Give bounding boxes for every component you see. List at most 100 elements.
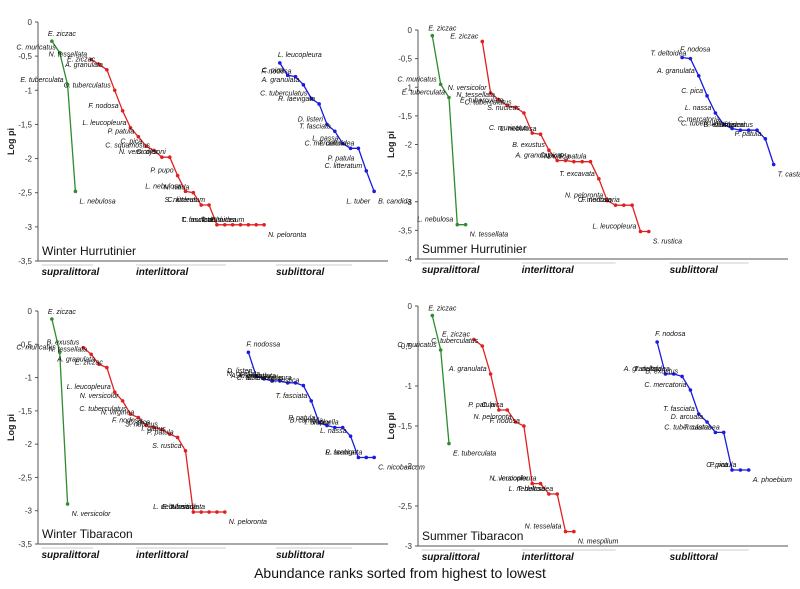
point-label: D. dysoni [137,149,167,156]
data-point [522,424,526,428]
data-point [572,529,576,534]
point-label: C. mercatoria [578,197,620,204]
zone-label-interlittoral: interlittoral [522,265,574,276]
data-point [120,108,125,113]
point-label: C. litteratum [325,163,363,170]
data-point [364,169,369,173]
data-point [755,128,759,132]
point-label: R. laevigata [325,449,362,456]
point-label: C. muricatus [397,76,437,83]
point-label: E. ziczac [48,309,77,316]
data-point [430,313,435,318]
zone-label-sublittoral: sublittoral [670,552,719,563]
point-label: N. peloronta [473,414,511,421]
y-axis-label: Log pi [6,128,16,155]
y-tick-label: -2,5 [398,502,412,511]
data-point [152,425,156,430]
point-label: F. nodosa [655,331,685,338]
point-label: C. tuberculatus [64,82,112,89]
point-label: P. patula [468,402,495,409]
point-label: N. versicolor [80,393,120,400]
data-point [488,372,493,376]
zone-label-sublittoral: sublittoral [276,267,325,278]
data-point [89,57,93,62]
point-label: I. olatus [141,426,166,433]
point-label: S. rustica [653,239,682,246]
data-point [325,122,329,127]
data-point [215,510,219,514]
data-point [497,408,501,412]
point-label: E. tuberculata [460,98,503,105]
point-label: E. ziczac [48,31,77,38]
data-point [73,189,78,194]
point-label: C. mercatoria [305,140,347,147]
point-label: T. deltoidea [318,140,354,147]
data-point [230,223,235,227]
point-label: C. tuberculatus [681,120,729,127]
point-label: C. tuberculatus [237,375,285,382]
point-label: L. leucopleura [493,476,537,483]
point-label: S. nucleus [165,197,198,204]
point-label: C. pica [540,153,562,160]
point-label: C. nicobaricum [378,464,425,471]
point-label: T. castanea [684,424,720,431]
point-label: C. muricatus [714,122,754,129]
data-point [705,94,709,98]
y-tick-label: -1 [405,83,413,92]
point-label: A. granulata [623,366,662,373]
point-label: F. nodosa [112,418,142,425]
data-point [293,381,298,385]
data-point [97,62,101,67]
y-tick-label: -3 [405,198,413,207]
data-point [191,510,196,514]
data-point [638,229,643,234]
y-tick-label: 0 [408,26,413,35]
chart-panel-1: 0 -0,5 -1 -1,5 -2 -2,5 -3 -3,5 Log pi supralittor… [6,18,411,278]
point-label: N. virginea [101,410,135,417]
data-point [183,449,188,453]
point-label: C. pica [262,67,284,74]
chart-panel-2: 0 -0,5 -1 -1,5 -2 -2,5 -3 -3,5 -4 Log pi supralitt… [386,26,800,276]
data-point [372,189,376,194]
data-point [763,136,768,141]
point-label: C. lutosum [211,217,245,224]
data-point [663,372,668,376]
data-point [222,510,227,514]
point-label: C. tuberculatus [431,338,479,345]
data-point [746,128,751,132]
point-label: L. leucopleura [592,224,636,231]
y-tick-label: -3,5 [398,226,412,235]
zone-label-interlittoral: interlittoral [136,267,188,278]
data-point [293,74,298,79]
point-label: C. muricatus [489,125,529,132]
data-point [721,430,726,435]
point-label: E. ziczac [450,33,479,40]
data-point [175,435,180,440]
point-label: D. listeri [298,116,324,123]
data-point [128,126,133,130]
data-point [120,399,125,403]
point-label: V. puella [312,420,339,427]
zone-label-supralittoral: supralittoral [422,265,480,276]
series-line-supralittoral [51,40,77,192]
point-label: T. castanea [778,172,800,179]
figure-footer: Abundance ranks sorted from highest to l… [254,565,546,581]
data-point [547,148,551,153]
data-point [285,73,290,78]
point-label: N. mespilium [578,539,619,546]
data-point [605,198,609,203]
data-point [246,223,251,227]
point-label: L. leucopleura [278,52,322,59]
data-point [50,317,54,321]
data-point [278,61,282,65]
data-point [183,189,188,194]
zone-label-interlittoral: interlittoral [136,550,188,561]
data-point [152,148,156,153]
data-point [254,223,259,227]
point-label: D. arcuata [671,414,703,421]
point-label: C. pica [706,462,728,469]
zone-label-supralittoral: supralittoral [42,550,100,561]
point-label: C. squamosus [105,142,150,149]
point-label: A. granulata [56,356,95,363]
point-label: A. phoebium [752,477,792,484]
